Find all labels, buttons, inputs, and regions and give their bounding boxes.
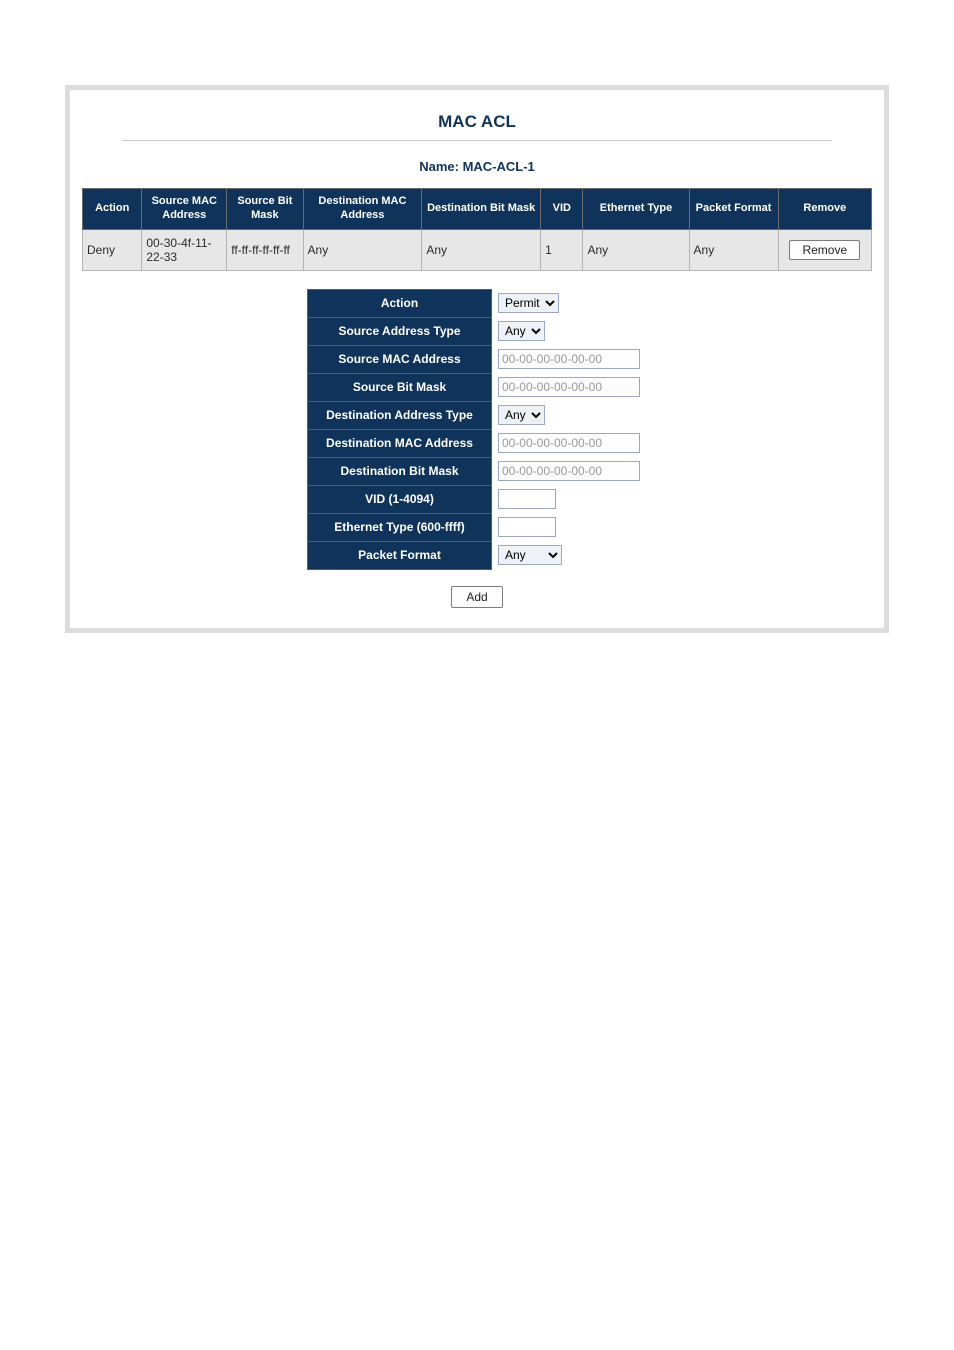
remove-button[interactable]: Remove: [789, 240, 860, 260]
col-remove: Remove: [778, 189, 871, 230]
field-src-type: Any: [491, 317, 646, 345]
table-header-row: Action Source MAC Address Source Bit Mas…: [83, 189, 872, 230]
page-title: MAC ACL: [82, 100, 872, 140]
title-divider: [122, 140, 832, 141]
cell-src-mac: 00-30-4f-11-22-33: [142, 229, 227, 270]
col-action: Action: [83, 189, 142, 230]
eth-type-input[interactable]: [498, 517, 556, 537]
label-action: Action: [308, 289, 492, 317]
label-vid: VID (1-4094): [308, 485, 492, 513]
cell-eth-type: Any: [583, 229, 689, 270]
col-dst-mac: Destination MAC Address: [303, 189, 422, 230]
col-dst-mask: Destination Bit Mask: [422, 189, 541, 230]
col-src-mac: Source MAC Address: [142, 189, 227, 230]
cell-pkt-fmt: Any: [689, 229, 778, 270]
cell-src-mask: ff-ff-ff-ff-ff-ff: [227, 229, 303, 270]
field-action: Permit: [491, 289, 646, 317]
vid-input[interactable]: [498, 489, 556, 509]
field-dst-mac: [491, 429, 646, 457]
add-button[interactable]: Add: [451, 586, 502, 608]
field-pkt-fmt: Any: [491, 541, 646, 569]
label-dst-mac: Destination MAC Address: [308, 429, 492, 457]
pkt-fmt-select[interactable]: Any: [498, 545, 562, 565]
field-dst-type: Any: [491, 401, 646, 429]
src-mask-input[interactable]: [498, 377, 640, 397]
acl-name-label: Name: MAC-ACL-1: [82, 159, 872, 174]
cell-dst-mask: Any: [422, 229, 541, 270]
mac-acl-panel: MAC ACL Name: MAC-ACL-1 Action Source MA…: [65, 85, 889, 633]
field-src-mac: [491, 345, 646, 373]
label-dst-mask: Destination Bit Mask: [308, 457, 492, 485]
label-src-type: Source Address Type: [308, 317, 492, 345]
col-eth-type: Ethernet Type: [583, 189, 689, 230]
field-eth-type: [491, 513, 646, 541]
cell-dst-mac: Any: [303, 229, 422, 270]
label-pkt-fmt: Packet Format: [308, 541, 492, 569]
panel-inner: MAC ACL Name: MAC-ACL-1 Action Source MA…: [70, 90, 884, 628]
col-pkt-fmt: Packet Format: [689, 189, 778, 230]
rules-table: Action Source MAC Address Source Bit Mas…: [82, 188, 872, 271]
dst-mask-input[interactable]: [498, 461, 640, 481]
src-mac-input[interactable]: [498, 349, 640, 369]
action-select[interactable]: Permit: [498, 293, 559, 313]
label-dst-type: Destination Address Type: [308, 401, 492, 429]
label-src-mac: Source MAC Address: [308, 345, 492, 373]
field-vid: [491, 485, 646, 513]
dst-type-select[interactable]: Any: [498, 405, 545, 425]
field-dst-mask: [491, 457, 646, 485]
dst-mac-input[interactable]: [498, 433, 640, 453]
src-type-select[interactable]: Any: [498, 321, 545, 341]
table-row: Deny 00-30-4f-11-22-33 ff-ff-ff-ff-ff-ff…: [83, 229, 872, 270]
col-src-mask: Source Bit Mask: [227, 189, 303, 230]
cell-action: Deny: [83, 229, 142, 270]
field-src-mask: [491, 373, 646, 401]
cell-remove: Remove: [778, 229, 871, 270]
cell-vid: 1: [541, 229, 583, 270]
add-button-wrap: Add: [82, 586, 872, 608]
col-vid: VID: [541, 189, 583, 230]
label-src-mask: Source Bit Mask: [308, 373, 492, 401]
add-rule-form: Action Permit Source Address Type Any: [82, 289, 872, 570]
label-eth-type: Ethernet Type (600-ffff): [308, 513, 492, 541]
form-table: Action Permit Source Address Type Any: [307, 289, 647, 570]
